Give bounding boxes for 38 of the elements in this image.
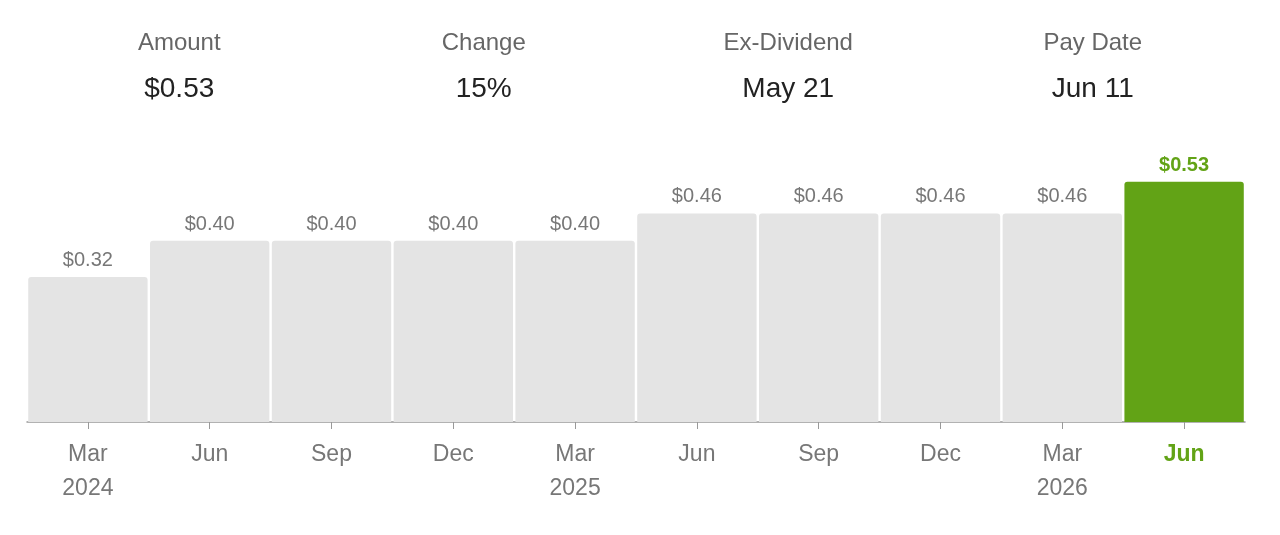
text: May 21: [741, 72, 836, 104]
bar: [1002, 213, 1122, 422]
text: $0.53: [143, 72, 216, 104]
bar: [28, 276, 148, 422]
bar: [880, 213, 1001, 422]
x-tick-label: Jun: [191, 440, 229, 466]
data-label: $0.46: [793, 184, 844, 207]
x-tick-label: Mar 2025: [549, 440, 601, 500]
x-tick-label: Sep: [311, 440, 352, 466]
data-label: $0.46: [915, 184, 966, 207]
bar: [515, 240, 635, 422]
data-label: $0.53: [1159, 152, 1210, 175]
text: 15%: [454, 72, 513, 104]
x-tick-label: Mar 2026: [1036, 440, 1088, 500]
data-label: $0.46: [1037, 184, 1088, 207]
x-tick-label: Dec: [920, 440, 961, 466]
text: Ex-Dividend: [722, 28, 854, 56]
text: Change: [440, 28, 527, 56]
bar: [393, 240, 513, 422]
data-label: $0.40: [306, 211, 357, 234]
data-label: $0.40: [550, 211, 601, 234]
text: Amount: [136, 28, 222, 56]
data-label: $0.40: [184, 211, 235, 234]
bar: [759, 213, 879, 422]
bar: [637, 213, 757, 422]
data-label: $0.40: [428, 211, 479, 234]
bar: [271, 240, 392, 422]
x-tick-label: Dec: [432, 440, 474, 466]
x-tick-label: Sep: [798, 440, 840, 466]
data-label: $0.46: [671, 184, 722, 207]
bar: [1124, 181, 1244, 422]
x-tick-label: Jun: [678, 440, 716, 466]
x-tick-label: Mar 2024: [62, 440, 114, 500]
bar: [150, 240, 270, 422]
x-tick-label: Jun: [1163, 440, 1205, 466]
text: Jun 11: [1050, 72, 1135, 104]
data-label: $0.32: [62, 247, 113, 270]
text: Pay Date: [1042, 28, 1144, 56]
